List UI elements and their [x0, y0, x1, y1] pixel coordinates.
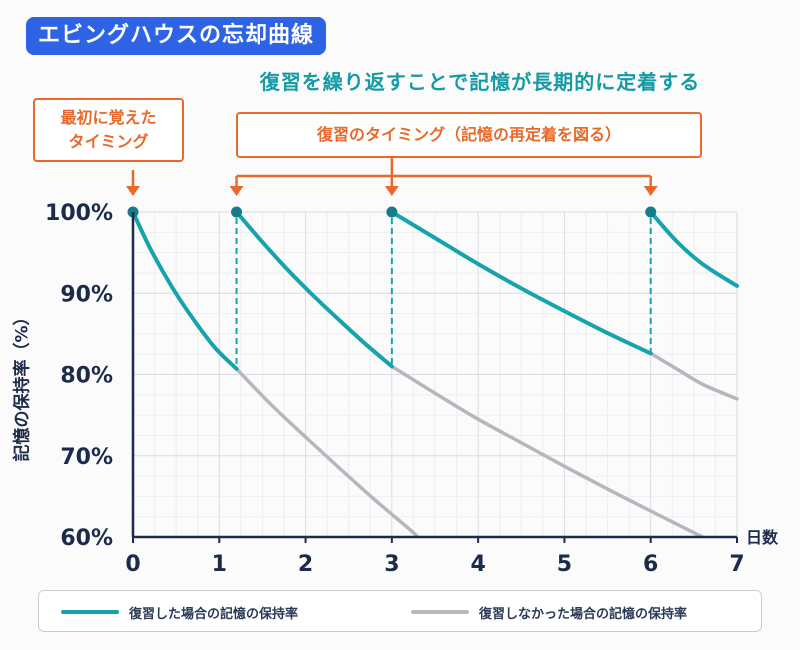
- x-tick-label: 0: [125, 552, 140, 577]
- first-learning-callout: 最初に覚えた タイミング: [33, 98, 184, 162]
- series-reviewed-segment-1: [131, 210, 239, 371]
- series-not-reviewed-segment-2: [390, 364, 705, 537]
- legend-item-reviewed: 復習した場合の記憶の保持率: [61, 591, 298, 633]
- legend-label-reviewed: 復習した場合の記憶の保持率: [129, 606, 299, 622]
- first-learning-arrow-head: [126, 186, 140, 196]
- review-arrow-3-head: [643, 186, 658, 196]
- forgetting-curve-chart: 0 1 2 3 4 5 6 7 60% 70% 80% 90% 100% 日数: [45, 158, 779, 577]
- x-tick-label: 1: [212, 552, 227, 577]
- subtitle: 復習を繰り返すことで記憶が長期的に定着する: [259, 70, 701, 94]
- title-badge: エビングハウスの忘却曲線: [26, 17, 327, 55]
- x-tick-label: 3: [384, 552, 399, 577]
- legend-swatch-reviewed: [61, 610, 119, 614]
- x-axis-label: 日数: [746, 528, 779, 547]
- y-tick-label: 70%: [60, 445, 113, 470]
- review-arrow-2-head: [384, 186, 399, 196]
- first-callout-line2: タイミング: [68, 132, 149, 151]
- series-reviewed-segment-3: [389, 210, 653, 356]
- y-tick-label: 100%: [45, 201, 113, 226]
- y-tick-label: 60%: [60, 526, 113, 551]
- legend-label-not-reviewed: 復習しなかった場合の記憶の保持率: [479, 606, 688, 622]
- x-tick-label: 7: [729, 552, 744, 577]
- y-tick-label: 90%: [60, 282, 113, 307]
- x-tick-label: 5: [557, 552, 572, 577]
- review-arrow-1-head: [229, 186, 244, 196]
- x-tick-label: 2: [298, 552, 313, 577]
- review-timing-callout: 復習のタイミング（記憶の再定着を図る）: [236, 112, 702, 158]
- series-not-reviewed-segment-3: [648, 351, 739, 401]
- x-tick-label: 6: [643, 552, 658, 577]
- legend: 復習した場合の記憶の保持率 復習しなかった場合の記憶の保持率: [38, 590, 762, 632]
- review-point-dot-2: [386, 206, 398, 218]
- review-point-dot-3: [645, 206, 657, 218]
- x-tick-label: 4: [470, 552, 485, 577]
- series-reviewed-segment-2: [234, 210, 394, 369]
- series-reviewed-segment-4: [648, 210, 739, 288]
- review-point-dot-1: [231, 206, 243, 218]
- legend-item-not-reviewed: 復習しなかった場合の記憶の保持率: [411, 591, 687, 633]
- legend-swatch-not-reviewed: [411, 610, 469, 614]
- y-tick-label: 80%: [60, 364, 113, 389]
- first-callout-line1: 最初に覚えた: [60, 108, 157, 127]
- series-not-reviewed-segment-1: [234, 367, 420, 537]
